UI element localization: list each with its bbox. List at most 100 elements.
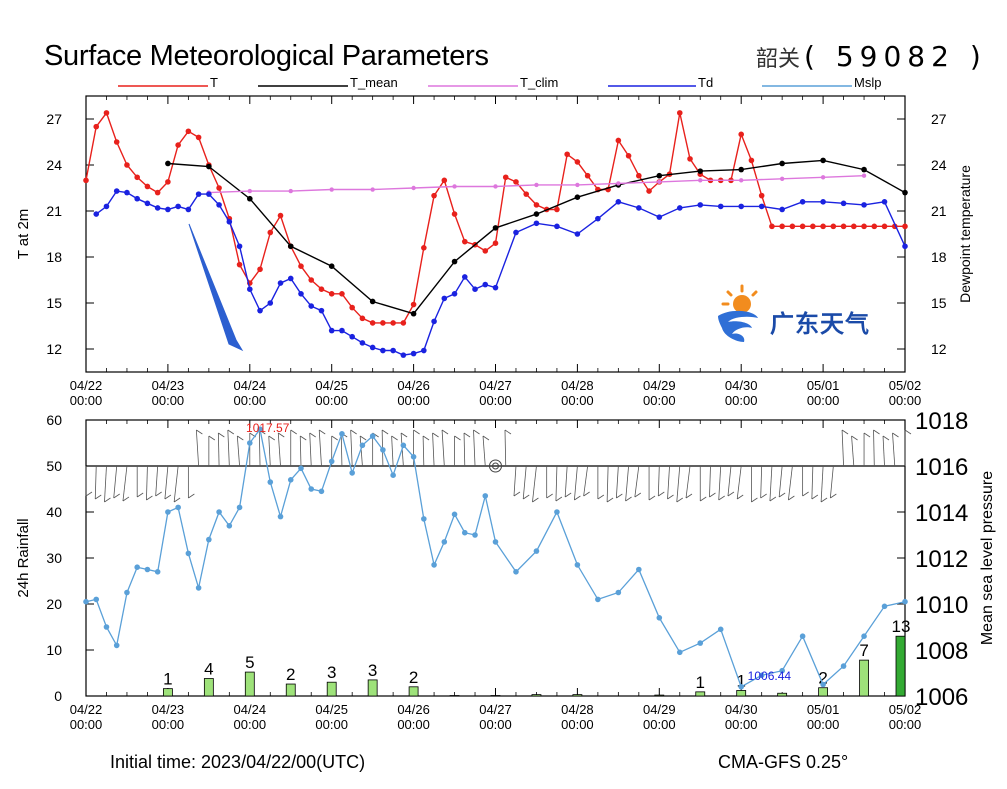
legend-label-mslp: Mslp [854, 75, 881, 90]
data-point-t [124, 162, 130, 168]
data-point-t [881, 223, 888, 230]
data-point-t [687, 156, 693, 162]
mslp-min-annotation: 1006.44 [748, 669, 792, 683]
wind-barb-flag [597, 494, 605, 500]
wind-barb [309, 432, 312, 467]
rain-bar [203, 678, 214, 697]
x-tick-label-date: 04/23 [152, 378, 185, 393]
wind-barb [155, 465, 159, 497]
data-point-td [482, 281, 489, 288]
data-point-t [902, 223, 908, 230]
wind-barb-flag [173, 497, 181, 503]
model-label: CMA-GFS 0.25° [718, 752, 849, 772]
data-point-t [390, 320, 396, 326]
initial-time-label: Initial time: 2023/04/22/00(UTC) [110, 752, 366, 772]
y-axis-label-left: 24h Rainfall [15, 518, 32, 597]
data-point-t [799, 223, 806, 230]
y-tick-label-right: 12 [931, 341, 947, 357]
data-point-td [339, 327, 345, 334]
x-tick-label-date: 04/30 [725, 378, 758, 393]
data-point-t-clim [247, 188, 252, 194]
data-point-t [513, 179, 519, 185]
data-point-td [206, 191, 212, 197]
x-tick-label-date: 05/01 [807, 702, 840, 717]
wind-barb-flag [227, 429, 235, 435]
rain-bar [572, 694, 583, 697]
data-point-t [564, 151, 570, 158]
wind-barb-flag [318, 429, 326, 435]
wind-barb [615, 465, 619, 499]
data-point-mslp [236, 504, 243, 511]
data-point-mslp [93, 596, 100, 603]
wind-barb [882, 435, 885, 467]
data-point-t [482, 248, 489, 254]
wind-barb-flag [736, 494, 744, 500]
wind-barb-flag [522, 494, 530, 500]
wind-barb [667, 465, 670, 500]
data-point-t [779, 223, 785, 230]
wind-barb-flag [625, 496, 632, 502]
x-tick-label-date: 04/26 [397, 702, 430, 717]
data-point-t [625, 153, 632, 159]
y-tick-label-right: 15 [931, 295, 947, 311]
data-point-t-mean [779, 160, 785, 167]
data-point-mslp [595, 596, 601, 603]
data-point-mslp [902, 598, 908, 605]
wind-barb [841, 429, 844, 467]
wind-barb-flag [454, 435, 461, 441]
data-point-mslp [390, 472, 396, 479]
data-point-t [636, 172, 642, 179]
wind-barb-flag [751, 497, 758, 503]
data-point-mslp [298, 465, 304, 472]
data-point-t [308, 277, 315, 283]
data-point-mslp [461, 529, 468, 536]
rain-bar [285, 683, 296, 697]
wind-barb-flag [634, 492, 642, 498]
data-point-t [789, 223, 796, 230]
data-point-t [830, 223, 837, 230]
rain-bar-label: 1 [696, 673, 705, 692]
data-point-t [615, 137, 622, 144]
wind-barb [277, 432, 281, 467]
wind-barb-flag [667, 494, 674, 500]
x-tick-label-time: 00:00 [643, 393, 676, 408]
rain-bar [162, 688, 173, 697]
data-point-t-clim [820, 175, 826, 180]
data-point-td [287, 275, 294, 282]
data-point-td [451, 291, 458, 297]
x-tick-label-time: 00:00 [397, 393, 430, 408]
data-point-td [574, 231, 581, 237]
data-point-mslp [697, 640, 704, 646]
data-point-t [349, 304, 355, 311]
arrow-annotation [188, 223, 244, 352]
x-tick-label-date: 04/22 [70, 702, 103, 717]
wind-barb-flag [841, 429, 849, 435]
data-point-t [267, 229, 274, 236]
data-point-mslp [154, 569, 161, 575]
data-point-td [277, 280, 284, 286]
rain-bar [654, 694, 665, 697]
sun-wave-icon [718, 284, 758, 342]
legend-label-t: T [210, 75, 218, 90]
wind-barb [634, 465, 640, 498]
data-point-t [840, 223, 847, 230]
data-point-t [400, 320, 407, 326]
rain-bar [695, 691, 706, 697]
wind-barb-flag [268, 435, 275, 441]
wind-barb-flag [218, 432, 225, 438]
data-point-t-mean [738, 166, 744, 173]
wind-barb-flag [778, 492, 786, 498]
data-point-mslp [615, 589, 622, 596]
brand-name: 广东天气 [770, 310, 870, 338]
data-point-t-clim [698, 178, 703, 183]
data-point-mslp [380, 447, 386, 453]
data-point-mslp [83, 598, 89, 605]
wind-barb-flag [513, 491, 521, 497]
data-point-mslp [717, 626, 724, 633]
data-point-t [410, 301, 417, 308]
y-tick-label-right: 1008 [915, 638, 968, 665]
data-point-t [748, 157, 755, 164]
y-tick-label-left: 0 [54, 688, 62, 704]
data-point-td [656, 214, 663, 220]
data-point-t [810, 223, 816, 230]
